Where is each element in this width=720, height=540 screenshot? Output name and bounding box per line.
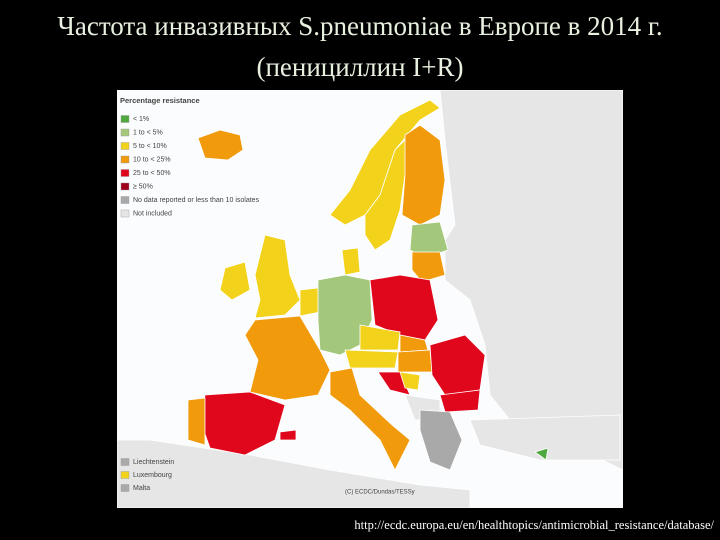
- legend-label: 5 to < 10%: [133, 143, 167, 150]
- legend-swatch: [120, 484, 130, 492]
- legend-label: Liechtenstein: [133, 459, 174, 466]
- legend: < 1% 1 to < 5% 5 to < 10% 10 to < 25% 25 to …: [120, 115, 260, 218]
- legend-label: Luxembourg: [133, 472, 172, 479]
- legend-label: No data reported or less than 10 isolate…: [133, 197, 260, 204]
- map: Percentage resistance < 1% 1 to < 5% 5 to …: [117, 90, 623, 508]
- legend-swatch: [120, 142, 130, 150]
- legend-swatch: [120, 182, 130, 191]
- legend-swatch: [120, 471, 130, 479]
- legend-label: ≥ 50%: [133, 183, 153, 190]
- legend-swatch: [120, 115, 130, 123]
- title: Частота инвазивных S.pneumoniae в Европе…: [57, 11, 663, 82]
- credit: (C) ECDC/Dundas/TESSy: [345, 490, 415, 496]
- legend-swatch: [120, 155, 130, 164]
- source-url: http://ecdc.europa.eu/en/healthtopics/an…: [354, 518, 714, 532]
- countries: [187, 99, 549, 471]
- legend-label: Not included: [133, 210, 172, 217]
- legend-title: Percentage resistance: [120, 96, 200, 105]
- legend-swatch: [120, 209, 130, 218]
- inset-legend: Liechtenstein Luxembourg Malta: [120, 458, 174, 492]
- legend-label: 10 to < 25%: [133, 156, 171, 163]
- legend-swatch: [120, 196, 130, 204]
- legend-label: 25 to < 50%: [133, 170, 171, 177]
- legend-swatch: [120, 169, 130, 177]
- legend-label: 1 to < 5%: [133, 129, 163, 136]
- legend-swatch: [120, 128, 130, 137]
- legend-label: < 1%: [133, 116, 149, 123]
- legend-swatch: [120, 458, 130, 466]
- legend-label: Malta: [133, 485, 150, 492]
